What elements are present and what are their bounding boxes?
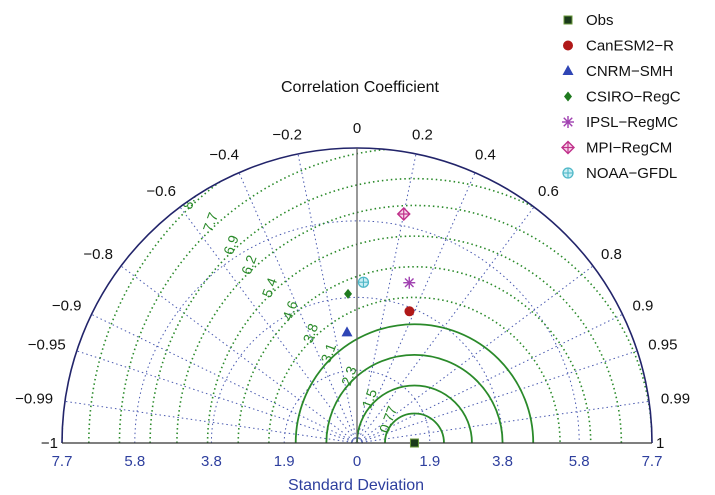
- x-axis-title: Standard Deviation: [288, 477, 424, 494]
- sd-grid-arc: [283, 369, 431, 444]
- correlation-tick-labels: −1−0.99−0.95−0.9−0.8−0.6−0.4−0.2 0 0.20.40…: [15, 120, 690, 452]
- rms-contour-label: 1.5: [358, 387, 380, 411]
- rms-contour-label: 3.1: [317, 341, 339, 365]
- legend-marker: [563, 40, 573, 51]
- legend-marker: [562, 116, 574, 128]
- data-point: [344, 288, 353, 299]
- rms-contour-label: 4.6: [279, 298, 301, 322]
- rms-contour: [118, 148, 652, 443]
- grid-layer: [64, 153, 650, 444]
- rms-contour: [384, 412, 445, 443]
- legend-label: MPI−RegCM: [586, 140, 672, 157]
- corr-tick-label: −0.6: [146, 183, 176, 200]
- corr-grid-line: [64, 400, 358, 444]
- rms-contour-label: 6.2: [238, 253, 260, 277]
- sd-tick-label: 1.9: [419, 453, 440, 470]
- corr-tick-label: 0.99: [661, 391, 690, 408]
- sd-tick-label: 0: [353, 453, 361, 470]
- legend-label: CSIRO−RegC: [586, 89, 681, 106]
- corr-tick-label: −0.8: [83, 246, 113, 263]
- plot-frame: [61, 147, 653, 444]
- sd-tick-label: 3.8: [201, 453, 222, 470]
- rms-contour: [268, 296, 561, 443]
- legend-marker: [564, 91, 572, 102]
- corr-tick-label: −0.4: [209, 146, 239, 163]
- chart-title: Correlation Coefficient: [281, 79, 440, 96]
- corr-grid-line: [356, 350, 638, 444]
- rms-contour: [325, 354, 504, 443]
- corr-tick-label: 0.4: [475, 146, 496, 163]
- corr-tick-label: 0.9: [633, 298, 654, 315]
- rms-contour: [206, 235, 623, 443]
- legend-marker: [563, 15, 573, 25]
- corr-tick-label: −1: [41, 435, 58, 452]
- legend-label: IPSL−RegMC: [586, 114, 678, 131]
- corr-tick-label: 0.95: [648, 337, 677, 354]
- data-markers: [341, 207, 419, 448]
- rms-contour-label: 6.9: [220, 233, 242, 257]
- rms-contour-label: 7.7: [200, 210, 222, 234]
- rms-contour-label: 2.3: [338, 364, 360, 388]
- sd-grid-arc: [210, 296, 504, 444]
- data-point: [403, 276, 416, 289]
- sd-grid-arc: [134, 220, 580, 444]
- rms-contour: [237, 266, 592, 443]
- rms-contour-label: 5.4: [258, 275, 280, 299]
- corr-grid-line: [76, 350, 358, 444]
- rms-contours: 0.771.52.33.13.84.65.46.26.97.78.59.2: [62, 148, 652, 443]
- legend-label: Obs: [586, 12, 614, 29]
- sd-tick-label: 7.7: [52, 453, 73, 470]
- corr-tick-label: 0.2: [412, 126, 433, 143]
- rms-contour-label: 3.8: [300, 321, 322, 345]
- legend-marker: [561, 140, 575, 155]
- data-point: [404, 306, 415, 317]
- corr-grid-line: [356, 313, 623, 444]
- sd-tick-label: 1.9: [274, 453, 295, 470]
- sd-tick-label: 7.7: [642, 453, 663, 470]
- corr-tick-label: 0.6: [538, 183, 559, 200]
- corr-grid-line: [179, 206, 358, 444]
- legend: Obs CanESM2−R CNRM−SMH CSIRO−RegC IPSL−RegMC…: [561, 12, 681, 182]
- legend-label: NOAA−GFDL: [586, 165, 677, 182]
- corr-tick-label: 0.8: [601, 246, 622, 263]
- rms-contour: [149, 178, 652, 443]
- legend-label: CanESM2−R: [586, 38, 674, 55]
- rms-contour: [356, 384, 473, 443]
- rms-contour: [294, 323, 535, 443]
- sd-tick-labels: 7.7 5.8 3.8 1.9 0 1.9 3.8 5.8 7.7: [52, 453, 663, 470]
- legend-label: CNRM−SMH: [586, 63, 673, 80]
- corr-tick-label: −0.99: [15, 391, 53, 408]
- corr-tick-label: −0.95: [28, 337, 66, 354]
- corr-tick-label: 1: [656, 435, 664, 452]
- legend-marker: [562, 65, 574, 75]
- data-point: [409, 438, 419, 448]
- sd-tick-label: 5.8: [124, 453, 145, 470]
- sd-tick-label: 5.8: [569, 453, 590, 470]
- data-point: [341, 326, 353, 337]
- corr-tick-label: −0.9: [52, 298, 82, 315]
- corr-tick-label: −0.2: [272, 126, 302, 143]
- data-point: [396, 207, 411, 222]
- sd-tick-label: 3.8: [492, 453, 513, 470]
- corr-tick-label: 0: [353, 120, 361, 137]
- legend-marker: [562, 167, 574, 179]
- data-point: [357, 276, 370, 288]
- rms-contour: [176, 204, 652, 443]
